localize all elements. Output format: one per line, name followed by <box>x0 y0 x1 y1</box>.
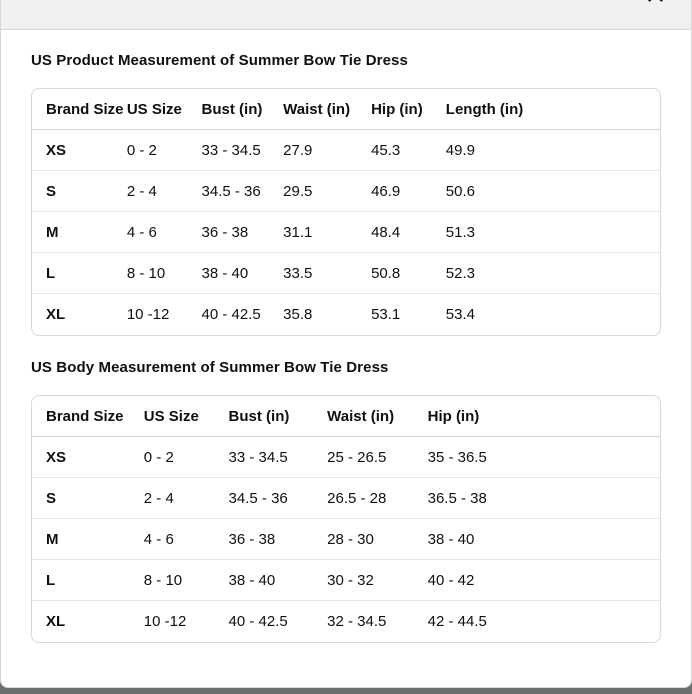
table-row: XS 0 - 2 33 - 34.5 25 - 26.5 35 - 36.5 <box>32 437 660 478</box>
table-cell: 38 - 40 <box>228 560 328 601</box>
table-cell: 8 - 10 <box>126 253 202 294</box>
column-header: Brand Size <box>32 89 127 130</box>
table-cell: XS <box>32 130 127 171</box>
table-cell: 35 - 36.5 <box>427 437 660 478</box>
table-cell: 53.1 <box>371 306 401 323</box>
table-cell: 26.5 - 28 <box>327 478 428 519</box>
table-cell: S <box>32 478 144 519</box>
table-cell: L <box>32 253 127 294</box>
table-row: XS 0 - 2 33 - 34.5 27.9 45.3 49.9 <box>32 130 660 171</box>
body-measurement-table: Brand Size US Size Bust (in) Waist (in) Hip … <box>31 395 661 643</box>
table-cell: 40 - 42.5 <box>228 613 288 630</box>
column-header: Length (in) <box>445 89 660 130</box>
table-cell: 40 - 42 <box>427 560 660 601</box>
table-cell: XS <box>32 437 144 478</box>
table-cell: 4 - 6 <box>143 519 229 560</box>
modal-content: US Product Measurement of Summer Bow Tie… <box>1 30 691 643</box>
table-cell: 33 - 34.5 <box>201 130 284 171</box>
table-row: XL 10 -12 40 - 42.5 35.8 53.1 53.4 <box>32 294 660 335</box>
close-icon <box>648 0 663 2</box>
table-row: XL 10 -12 40 - 42.5 32 - 34.5 42 - 44.5 <box>32 601 660 642</box>
column-header: Bust (in) <box>228 396 328 437</box>
table-cell: 51.3 <box>445 212 660 253</box>
table-cell: 2 - 4 <box>143 478 229 519</box>
table-cell: M <box>32 212 127 253</box>
table-cell: 53.4 <box>445 306 475 323</box>
table-cell: 31.1 <box>283 212 372 253</box>
table-cell: 0 - 2 <box>143 437 229 478</box>
table-cell: 10 -12 <box>126 306 170 323</box>
table-cell: 42 - 44.5 <box>427 613 487 630</box>
column-header: US Size <box>126 89 202 130</box>
table-cell: 33 - 34.5 <box>228 437 328 478</box>
table-title: US Body Measurement of Summer Bow Tie Dr… <box>31 359 389 376</box>
table-cell: 0 - 2 <box>126 130 202 171</box>
table-cell: 36.5 - 38 <box>427 478 660 519</box>
product-measurement-section: US Product Measurement of Summer Bow Tie… <box>31 52 661 336</box>
table-cell: M <box>32 519 144 560</box>
table-cell: 33.5 <box>283 253 372 294</box>
column-header: Hip (in) <box>371 89 446 130</box>
product-measurement-table: Brand Size US Size Bust (in) Waist (in) Hip … <box>31 88 661 336</box>
table-cell: 34.5 - 36 <box>228 478 328 519</box>
table-cell: 27.9 <box>283 130 372 171</box>
table-cell: 38 - 40 <box>427 519 660 560</box>
header-row: Brand Size US Size Bust (in) Waist (in) Hip … <box>32 89 660 130</box>
table-cell: L <box>32 560 144 601</box>
table-cell: 29.5 <box>283 171 372 212</box>
column-header: Waist (in) <box>327 396 428 437</box>
table-cell: XL <box>46 306 66 323</box>
table-cell: 34.5 - 36 <box>201 171 284 212</box>
table-cell: 35.8 <box>283 306 313 323</box>
table-cell: 50.8 <box>371 253 446 294</box>
table-cell: 36 - 38 <box>201 212 284 253</box>
close-button[interactable] <box>647 0 664 3</box>
table-cell: 30 - 32 <box>327 560 428 601</box>
table-cell: 10 -12 <box>143 613 187 630</box>
table-cell: 25 - 26.5 <box>327 437 428 478</box>
table-cell: XL <box>46 613 66 630</box>
table-cell: 38 - 40 <box>201 253 284 294</box>
column-header: US Size <box>143 396 229 437</box>
body-measurement-section: US Body Measurement of Summer Bow Tie Dr… <box>31 359 661 643</box>
table-title: US Product Measurement of Summer Bow Tie… <box>31 52 408 69</box>
table-cell: 48.4 <box>371 212 446 253</box>
header-row: Brand Size US Size Bust (in) Waist (in) Hip … <box>32 396 660 437</box>
modal-header <box>1 0 691 30</box>
table-cell: 4 - 6 <box>126 212 202 253</box>
table-cell: 36 - 38 <box>228 519 328 560</box>
table-cell: 32 - 34.5 <box>327 613 387 630</box>
column-header: Waist (in) <box>283 89 372 130</box>
table-cell: 8 - 10 <box>143 560 229 601</box>
column-header: Bust (in) <box>201 89 284 130</box>
table-cell: 28 - 30 <box>327 519 428 560</box>
table-cell: 45.3 <box>371 130 446 171</box>
column-header: Brand Size <box>32 396 144 437</box>
table-cell: 40 - 42.5 <box>201 306 261 323</box>
table-cell: 52.3 <box>445 253 660 294</box>
column-header: Hip (in) <box>427 396 660 437</box>
table-cell: 46.9 <box>371 171 446 212</box>
table-cell: 49.9 <box>445 130 660 171</box>
table-cell: S <box>32 171 127 212</box>
table-cell: 2 - 4 <box>126 171 202 212</box>
table-cell: 50.6 <box>445 171 660 212</box>
